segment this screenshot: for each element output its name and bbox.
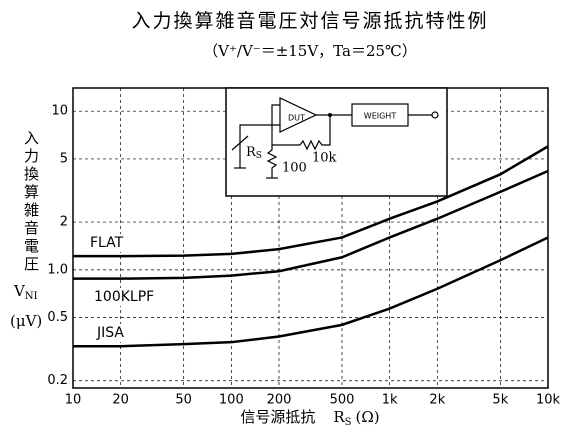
y-axis-symbol: VNI [13, 282, 38, 302]
line-series [73, 236, 549, 348]
line-series [73, 169, 549, 280]
series-label-bg [87, 234, 133, 252]
dut-label: DUT [288, 114, 305, 123]
series-label-bg [91, 288, 167, 306]
y-tick-label: 1.0 [47, 262, 68, 277]
x-tick-label: 500 [330, 393, 355, 408]
y-axis-label: 入力換算雑音電圧 [22, 130, 40, 274]
amp [279, 97, 318, 133]
x-tick-label: 100 [219, 393, 244, 408]
x-axis-label: 信号源抵抗 RS (Ω) [240, 408, 379, 428]
x-tick-label: 10 [65, 393, 82, 408]
x-tick-label: 50 [175, 393, 192, 408]
y-tick-label: 5 [60, 151, 68, 166]
series-label: 100KLPF [94, 289, 154, 305]
y-tick-label: 10 [51, 104, 68, 119]
line-series [73, 145, 549, 258]
resistor-100 [266, 145, 278, 178]
x-tick-label: 5k [492, 393, 508, 408]
x-tick-label: 1k [382, 393, 398, 408]
weight-label: WEIGHT [364, 112, 397, 121]
r1-label: 100 [282, 161, 307, 176]
resistor-10k [299, 115, 331, 151]
output [431, 111, 439, 119]
x-tick-label: 10k [536, 393, 561, 408]
y-tick-label: 2 [60, 215, 68, 230]
chart-subtitle: （V⁺/V⁻＝±15V，Ta＝25℃） [203, 42, 417, 60]
r2-label: 10k [312, 151, 337, 166]
circuit-inset: DUT WEIGHT RS 100 10k [225, 87, 448, 197]
chart-title: 入力換算雑音電圧対信号源抵抗特性例 [131, 10, 488, 32]
inset-frame [225, 87, 448, 197]
rs-arrow [231, 135, 249, 151]
series-label-bg [94, 324, 140, 342]
y-axis-unit: (μV) [10, 312, 42, 330]
x-tick-label: 2k [429, 393, 445, 408]
wire [239, 124, 280, 168]
x-tick-label: 20 [112, 393, 129, 408]
y-tick-label: 0.5 [47, 310, 68, 325]
x-tick-label: 200 [267, 393, 292, 408]
series-label: FLAT [90, 235, 124, 251]
y-tick-label: 0.2 [47, 373, 68, 388]
wire [271, 104, 300, 146]
rs-label: RS [246, 145, 262, 161]
series-label: JISA [96, 325, 124, 341]
